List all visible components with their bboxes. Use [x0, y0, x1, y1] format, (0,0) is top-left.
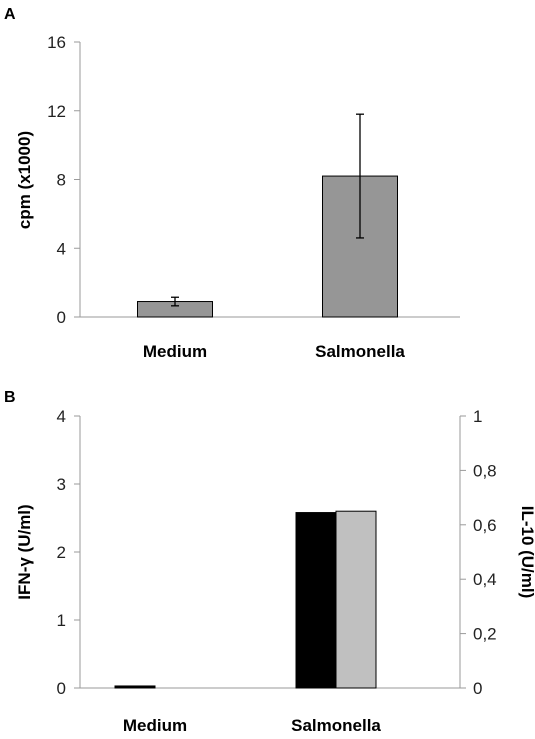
panel-b-left-axis-title: IFN-γ (U/ml) [15, 504, 34, 599]
panel-a-category-label: Salmonella [315, 342, 405, 361]
panel-a-y-tick-label: 16 [47, 33, 66, 52]
panel-b-left-ticks: 0 1 2 3 4 [57, 407, 80, 698]
panel-b-right-axis-title: IL-10 (U/ml) [518, 506, 535, 599]
panel-b-right-tick-label: 0 [473, 679, 482, 698]
panel-b-bar-ifn-gamma [295, 512, 337, 689]
panel-a-categories: Medium Salmonella [143, 342, 406, 361]
panel-a-y-ticks: 0 4 8 12 16 [47, 33, 80, 327]
panel-a-category-label: Medium [143, 342, 207, 361]
panel-b-category-label: Medium [123, 716, 187, 735]
panel-b-right-ticks: 0 0,2 0,4 0,6 0,8 1 [460, 407, 497, 698]
panel-b-left-tick-label: 0 [57, 679, 66, 698]
panel-b-right-tick-label: 0,4 [473, 570, 497, 589]
panel-a-bars [137, 113, 398, 318]
panel-b-left-tick-label: 4 [57, 407, 66, 426]
panel-a-y-tick-label: 4 [57, 239, 66, 258]
panel-a-y-axis-title: cpm (x1000) [15, 131, 34, 229]
panel-b-letter: B [4, 389, 16, 406]
panel-b-bar-il10 [335, 510, 377, 689]
panel-b-left-tick-label: 1 [57, 611, 66, 630]
panel-b-right-tick-label: 0,2 [473, 625, 497, 644]
panel-a-letter: A [4, 6, 16, 23]
panel-b-right-tick-label: 1 [473, 407, 482, 426]
panel-b-left-tick-label: 3 [57, 475, 66, 494]
panel-b-category-label: Salmonella [291, 716, 381, 735]
panel-a-y-tick-label: 12 [47, 102, 66, 121]
panel-b-bars [114, 510, 377, 689]
panel-b-categories: Medium Salmonella [123, 716, 382, 735]
panel-a-y-tick-label: 0 [57, 308, 66, 327]
panel-a: A 0 4 8 12 16 Medium Salmonella cpm (x1000) [4, 6, 460, 361]
panel-b-left-tick-label: 2 [57, 543, 66, 562]
panel-b-right-tick-label: 0,6 [473, 516, 497, 535]
panel-a-y-tick-label: 8 [57, 171, 66, 190]
panel-b-bar-ifn-gamma [114, 685, 156, 689]
panel-b-right-tick-label: 0,8 [473, 461, 497, 480]
